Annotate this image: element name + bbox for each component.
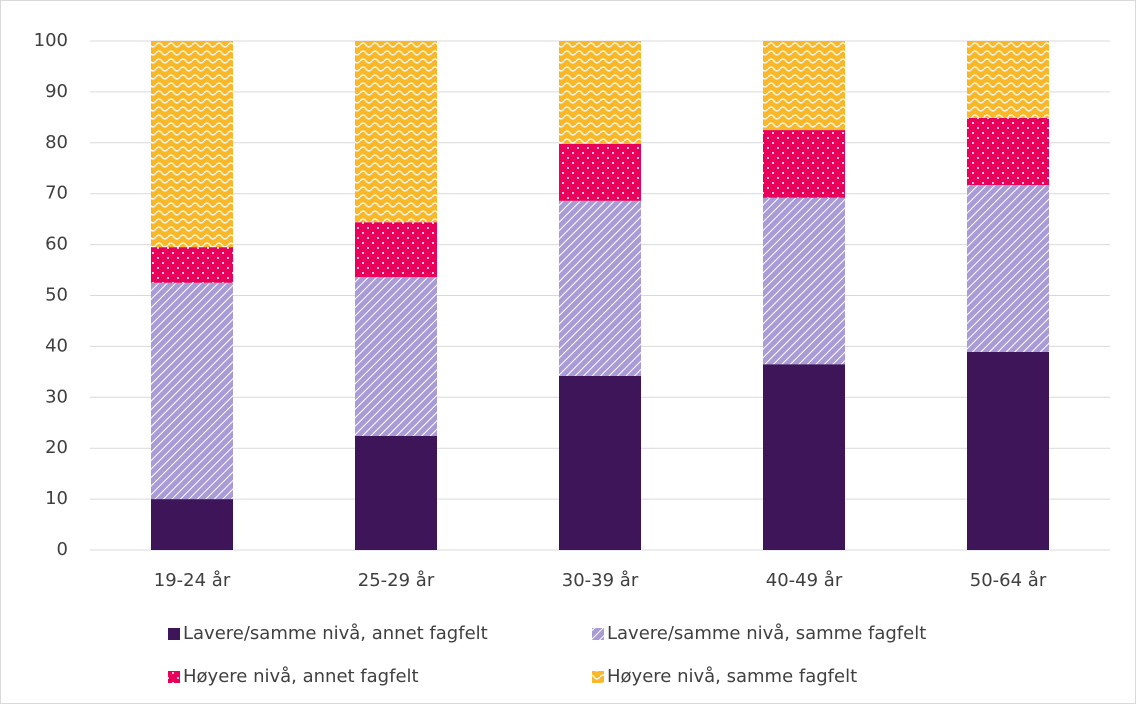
bar-segment: [355, 222, 437, 278]
bar-segment: [559, 375, 641, 550]
y-tick-label: 30: [45, 386, 68, 407]
legend-label: Lavere/samme nivå, samme fagfelt: [607, 623, 926, 644]
bar-segment: [559, 41, 641, 144]
bar-segment: [355, 435, 437, 550]
x-tick-label: 30-39 år: [562, 570, 639, 591]
y-tick-label: 90: [45, 81, 68, 102]
y-tick-label: 50: [45, 285, 68, 306]
x-tick-label: 19-24 år: [154, 570, 231, 591]
legend-label: Lavere/samme nivå, annet fagfelt: [183, 623, 488, 644]
x-tick-label: 40-49 år: [766, 570, 843, 591]
bar-segment: [763, 41, 845, 131]
bar-segment: [559, 200, 641, 376]
legend-swatch: [168, 671, 180, 683]
bar-segment: [763, 364, 845, 550]
bar-segment: [151, 247, 233, 283]
legend-swatch: [592, 671, 604, 683]
x-tick-label: 50-64 år: [970, 570, 1047, 591]
bar-segment: [151, 282, 233, 500]
bar-segment: [967, 41, 1049, 118]
bar-segment: [967, 351, 1049, 550]
bar-segment: [355, 277, 437, 436]
legend-label: Høyere nivå, annet fagfelt: [183, 666, 419, 687]
bar-segment: [967, 185, 1049, 352]
y-tick-label: 70: [45, 183, 68, 204]
bar-segment: [763, 130, 845, 198]
bar-segment: [559, 143, 641, 201]
x-tick-label: 25-29 år: [358, 570, 435, 591]
y-tick-label: 0: [57, 539, 68, 560]
legend-swatch: [592, 628, 604, 640]
y-tick-label: 100: [34, 30, 68, 51]
y-tick-label: 60: [45, 234, 68, 255]
legend-swatch: [168, 628, 180, 640]
y-tick-label: 40: [45, 335, 68, 356]
y-tick-label: 20: [45, 437, 68, 458]
legend-label: Høyere nivå, samme fagfelt: [607, 666, 857, 687]
y-tick-label: 80: [45, 132, 68, 153]
bar-segment: [967, 117, 1049, 186]
bar-segment: [151, 499, 233, 550]
bar-segment: [151, 41, 233, 248]
bar-segment: [763, 197, 845, 365]
y-tick-label: 10: [45, 488, 68, 509]
bar-segment: [355, 41, 437, 223]
